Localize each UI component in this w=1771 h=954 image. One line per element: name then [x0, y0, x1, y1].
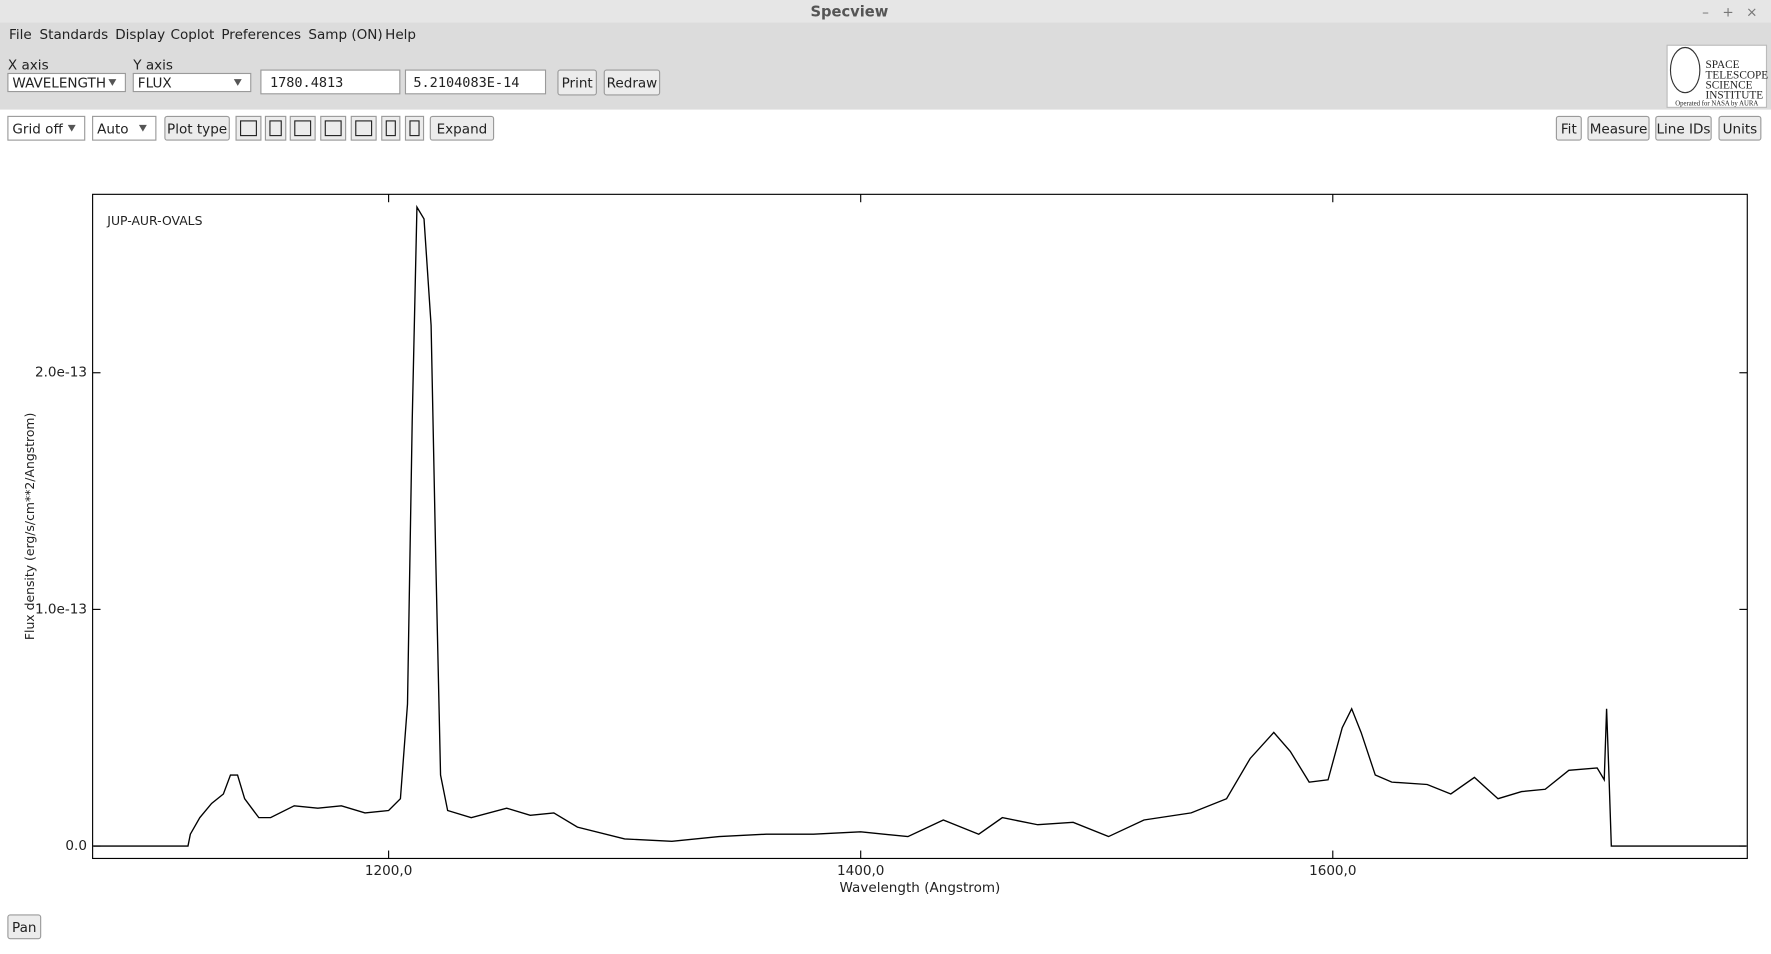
tool-icon-glyph: [385, 120, 396, 137]
button-label[interactable]: Line IDs: [1656, 121, 1710, 137]
menu-item[interactable]: Preferences: [221, 27, 301, 43]
logo-box: [1666, 44, 1768, 108]
cursor-y: 5.2104083E-14: [413, 75, 519, 91]
combo-arrow: [67, 124, 76, 132]
title-bar: [0, 0, 1771, 23]
tool-icon-glyph: [355, 120, 373, 137]
menu-item[interactable]: Help: [385, 27, 416, 43]
button[interactable]: [1718, 115, 1762, 141]
series-label: JUP-AUR-OVALS: [106, 213, 202, 228]
button[interactable]: [1555, 115, 1582, 141]
logo-text: TELESCOPE: [1705, 69, 1768, 81]
cursor-x-field: [260, 69, 401, 95]
plot-frame: [92, 193, 1748, 860]
logo-caption: Operated for NASA by AURA: [1675, 101, 1758, 108]
combo-box[interactable]: [92, 115, 157, 141]
cursor-y-field: [404, 69, 547, 95]
button[interactable]: [603, 69, 661, 96]
button[interactable]: [429, 115, 495, 141]
combo-box[interactable]: [7, 115, 86, 141]
x-tick-label: 1200,0: [365, 863, 412, 879]
combo-arrow: [138, 124, 147, 132]
x-axis-label: X axis: [8, 58, 49, 74]
menu-item[interactable]: Coplot: [171, 27, 215, 43]
button-label[interactable]: Expand: [437, 121, 488, 137]
y-tick-label: 1.0e-13: [35, 601, 87, 617]
combo-box[interactable]: [7, 72, 126, 93]
logo-text: INSTITUTE: [1705, 90, 1763, 102]
button[interactable]: [164, 115, 230, 141]
tool-icon-glyph: [294, 120, 312, 137]
button-label[interactable]: Plot type: [167, 121, 227, 137]
tool-icon-glyph: [269, 120, 282, 137]
tool-icon[interactable]: [320, 115, 347, 141]
menu-item[interactable]: File: [9, 27, 32, 43]
combo-value[interactable]: Grid off: [12, 121, 63, 137]
combo-value[interactable]: WAVELENGTH: [12, 76, 106, 92]
cursor-x: 1780.4813: [270, 75, 343, 91]
button[interactable]: [557, 69, 597, 96]
logo-text: SPACE: [1705, 59, 1739, 71]
tool-icon[interactable]: [289, 115, 316, 141]
button-label[interactable]: Pan: [12, 920, 36, 936]
x-tick-label: 1600,0: [1309, 863, 1356, 879]
button-label[interactable]: Redraw: [607, 76, 658, 92]
tool-icon-glyph: [324, 120, 342, 137]
y-axis-label: Y axis: [132, 58, 173, 74]
tool-icon-glyph: [240, 120, 257, 137]
button-label[interactable]: Fit: [1561, 121, 1577, 137]
window-control[interactable]: –: [1702, 4, 1709, 20]
menu-item[interactable]: Samp (ON): [308, 27, 382, 43]
button[interactable]: [7, 914, 42, 940]
menu-item[interactable]: Display: [115, 27, 165, 43]
x-tick-label: 1400,0: [837, 863, 884, 879]
menu-item[interactable]: Standards: [40, 27, 109, 43]
y-tick-label: 2.0e-13: [35, 365, 87, 381]
window-control[interactable]: +: [1722, 4, 1733, 20]
combo-arrow: [233, 79, 242, 86]
tool-icon-glyph: [409, 120, 420, 137]
tool-icon[interactable]: [381, 115, 401, 141]
y-tick-label: 0.0: [65, 838, 87, 854]
x-axis-title: Wavelength (Angstrom): [840, 880, 1001, 896]
logo-emblem: [1669, 46, 1701, 94]
tool-icon[interactable]: [235, 115, 262, 141]
tool-icon[interactable]: [404, 115, 425, 141]
combo-arrow: [108, 79, 117, 86]
combo-value[interactable]: Auto: [97, 121, 128, 137]
button[interactable]: [1587, 115, 1650, 141]
window-control[interactable]: ×: [1746, 4, 1757, 20]
combo-value[interactable]: FLUX: [138, 76, 172, 92]
combo-box[interactable]: [132, 72, 252, 93]
spectrum-line: [93, 204, 1746, 847]
button-label[interactable]: Measure: [1590, 121, 1648, 137]
logo-text: SCIENCE: [1705, 79, 1752, 91]
button-label[interactable]: Print: [562, 76, 593, 92]
tool-icon[interactable]: [264, 115, 287, 141]
button-label[interactable]: Units: [1723, 121, 1758, 137]
window-title: Specview: [810, 3, 888, 20]
tool-icon[interactable]: [350, 115, 377, 141]
y-axis-title: Flux density (erg/s/cm**2/Angstrom): [22, 413, 37, 641]
button[interactable]: [1655, 115, 1712, 141]
